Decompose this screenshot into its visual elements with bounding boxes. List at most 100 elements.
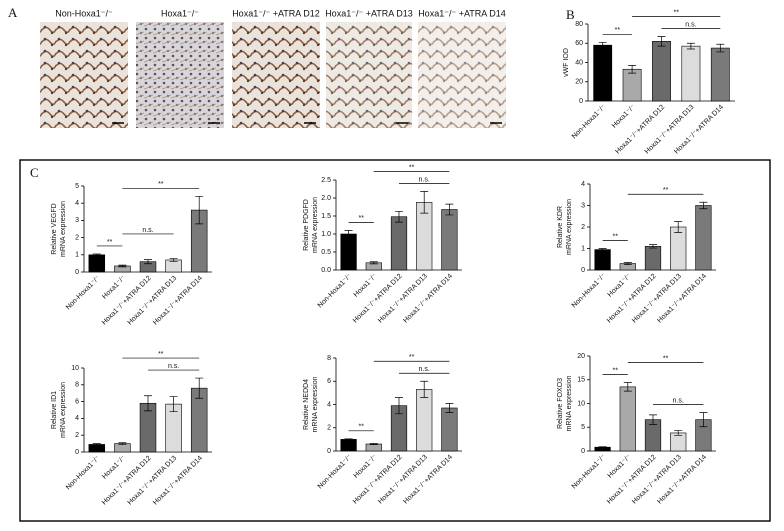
error-bar [369, 443, 378, 445]
panel-frame [19, 159, 771, 522]
y-tick-label: 2 [75, 432, 79, 439]
image-label: Hoxa1⁻/⁻ +ATRA D14 [418, 8, 506, 18]
bar [619, 386, 636, 452]
error-bar [716, 43, 725, 53]
panel-label: C [30, 165, 39, 180]
significance-label: n.s. [685, 21, 696, 28]
significance-label: n.s. [419, 176, 430, 183]
x-tick-label: Hoxa1⁻/⁻+ATRA D12 [101, 455, 153, 507]
x-tick-label: Hoxa1⁻/⁻ [607, 273, 633, 299]
y-tick-label: 6 [327, 378, 331, 385]
x-tick-label: Hoxa1⁻/⁻+ATRA D12 [606, 273, 658, 325]
significance-label: ** [663, 187, 669, 194]
y-tick-label: 40 [575, 59, 583, 66]
bar [695, 205, 712, 271]
x-tick-label: Hoxa1⁻/⁻ [353, 273, 379, 299]
x-tick-label: Non-Hoxa1⁻/⁻ [317, 273, 354, 310]
bar [652, 41, 671, 102]
y-tick-label: 2.5 [321, 177, 331, 184]
x-tick-label: Hoxa1⁻/⁻+ATRA D14 [656, 454, 708, 506]
error-bar [395, 397, 403, 415]
y-tick-label: 0 [579, 98, 583, 105]
significance-label: ** [158, 181, 164, 188]
error-bar [195, 195, 204, 225]
bar [114, 443, 131, 453]
x-tick-label: Hoxa1⁻/⁻ [101, 275, 127, 301]
y-tick-label: 5 [581, 424, 585, 431]
y-tick-label: 2 [581, 224, 585, 231]
y-tick-label: 1.5 [321, 213, 331, 220]
y-tick-label: 4 [581, 181, 585, 188]
y-tick-label: 10 [71, 365, 79, 372]
error-bar [395, 210, 403, 223]
error-bar [195, 377, 204, 399]
bar [594, 249, 611, 271]
error-bar [674, 430, 683, 436]
error-bar [118, 264, 127, 268]
y-tick-label: 4 [75, 200, 79, 207]
y-tick-label: 0 [581, 267, 585, 274]
error-bar [445, 402, 454, 413]
y-tick-label: 60 [575, 40, 583, 47]
y-axis-label: Relative PDGFD [303, 199, 310, 251]
error-bar [699, 412, 708, 428]
micrograph [40, 22, 128, 128]
y-tick-label: 10 [577, 400, 585, 407]
y-tick-label: 4 [327, 401, 331, 408]
micrograph [232, 22, 320, 128]
y-tick-label: 5 [75, 183, 79, 190]
x-tick-label: Non-Hoxa1⁻/⁻ [65, 455, 102, 492]
x-tick-label: Hoxa1⁻/⁻+ATRA D12 [606, 454, 658, 506]
y-tick-label: 20 [575, 79, 583, 86]
significance-label: n.s. [168, 363, 179, 370]
x-tick-label: Hoxa1⁻/⁻+ATRA D13 [631, 454, 683, 506]
y-axis-label: Relative FOXO3 [557, 378, 564, 429]
bar [441, 209, 458, 271]
y-axis-label: mRNA expression [566, 199, 573, 255]
error-bar [169, 258, 178, 262]
y-axis-label: mRNA expression [60, 201, 67, 257]
significance-label: ** [409, 164, 415, 171]
bar [165, 259, 182, 273]
error-bar [674, 221, 683, 233]
error-bar [92, 253, 101, 257]
y-tick-label: 15 [577, 377, 585, 384]
y-axis-label: Relative ID1 [51, 391, 58, 429]
y-tick-label: 0.0 [321, 267, 331, 274]
y-tick-label: 3 [75, 217, 79, 224]
bar [681, 45, 701, 102]
error-bar [144, 395, 152, 412]
significance-label: n.s. [673, 397, 684, 404]
y-tick-label: 0 [581, 448, 585, 455]
y-tick-label: 2 [75, 234, 79, 241]
image-label: Hoxa1⁻/⁻ +ATRA D12 [232, 8, 320, 18]
y-axis-label: Relative KDR [557, 206, 564, 248]
error-bar [623, 262, 632, 265]
y-axis-label: Relative NEDD4 [303, 379, 310, 430]
x-tick-label: Hoxa1⁻/⁻+ATRA D14 [656, 273, 708, 325]
bar [710, 47, 730, 102]
error-bar [598, 446, 607, 449]
x-tick-label: Hoxa1⁻/⁻+ATRA D14 [152, 275, 204, 327]
significance-label: n.s. [419, 366, 430, 373]
x-tick-label: Hoxa1⁻/⁻+ATRA D13 [377, 454, 429, 506]
y-tick-label: 0 [75, 449, 79, 456]
error-bar [118, 442, 127, 445]
significance-label: ** [158, 351, 164, 358]
error-bar [686, 42, 695, 50]
x-tick-label: Hoxa1⁻/⁻+ATRA D14 [402, 273, 454, 325]
error-bar [369, 261, 378, 265]
error-bar [92, 443, 101, 446]
x-tick-label: Hoxa1⁻/⁻+ATRA D12 [352, 273, 404, 325]
y-axis-label: mRNA expression [312, 197, 319, 253]
x-tick-label: Hoxa1⁻/⁻+ATRA D14 [402, 454, 454, 506]
bar [340, 439, 357, 452]
y-tick-label: 6 [75, 398, 79, 405]
error-bar [649, 414, 657, 425]
y-tick-label: 2.0 [321, 195, 331, 202]
y-axis-label: mRNA expression [60, 382, 67, 438]
y-tick-label: 0 [75, 269, 79, 276]
significance-label: ** [612, 233, 618, 240]
bar [441, 407, 458, 452]
significance-label: ** [615, 27, 621, 34]
